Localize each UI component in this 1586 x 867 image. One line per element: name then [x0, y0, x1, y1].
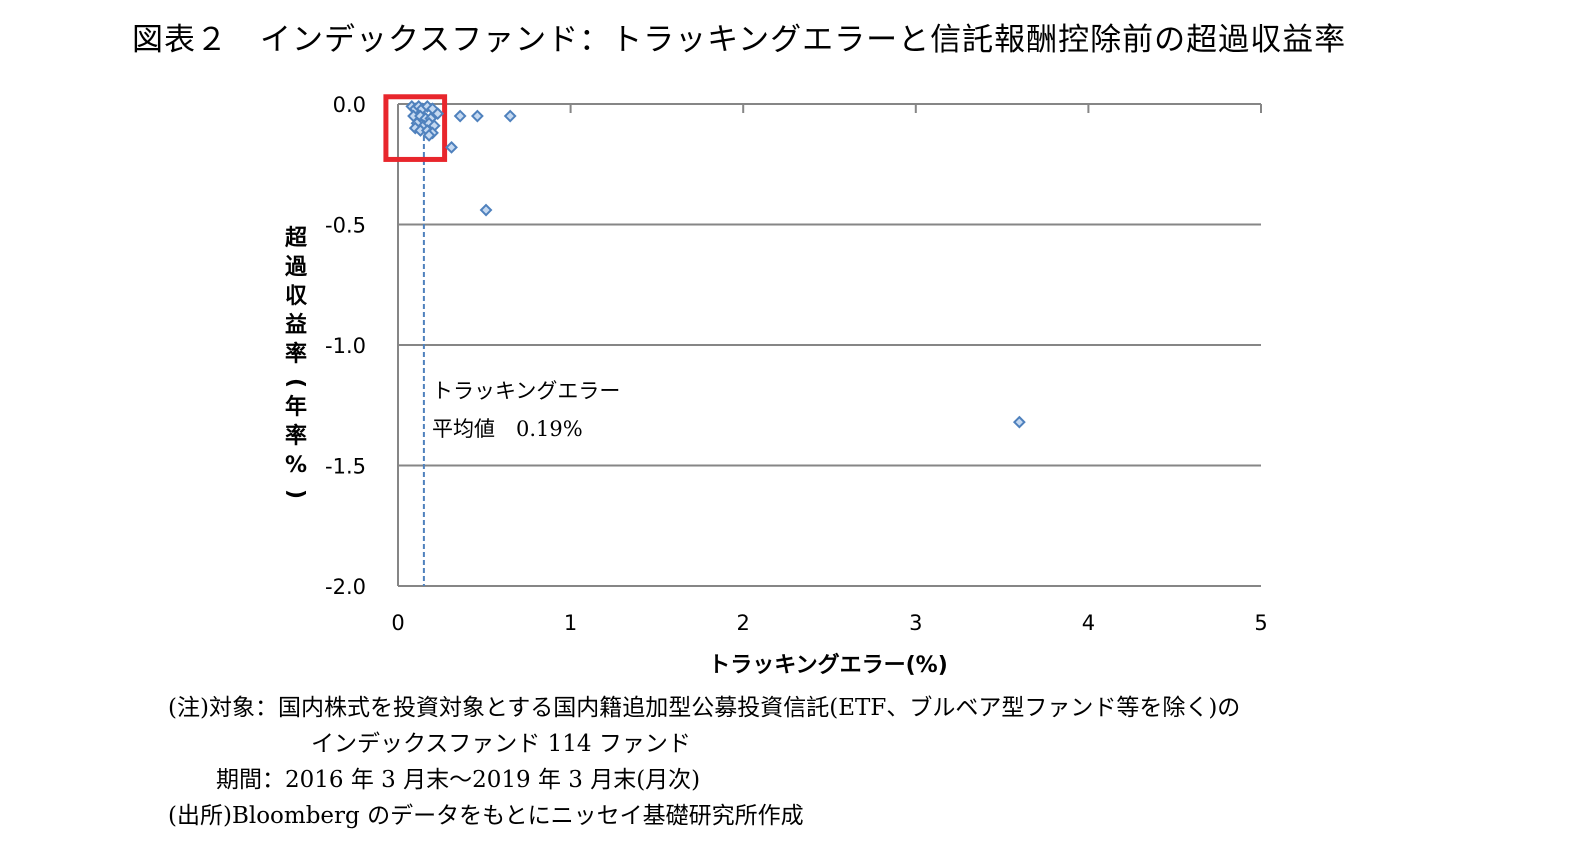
x-tick-label: 1 [564, 611, 577, 635]
y-axis-title-char: 年 [285, 394, 307, 420]
data-points [405, 99, 1026, 429]
y-axis-title-char: ( [283, 378, 308, 388]
chart-title: 図表２ インデックスファンド：トラッキングエラーと信託報酬控除前の超過収益率 [132, 22, 1347, 58]
data-point [422, 128, 436, 142]
x-tick-label: 4 [1082, 611, 1095, 635]
x-tick-marks [397, 104, 1262, 113]
x-axis-title: トラッキングエラー(%) [708, 652, 948, 678]
y-axis-title-char: 率 [285, 341, 307, 367]
data-point [470, 109, 484, 123]
x-tick-label: 2 [737, 611, 750, 635]
note-period: 期間：2016 年 3 月末～2019 年 3 月末(月次) [216, 767, 701, 793]
y-axis-title-char: % [285, 453, 307, 478]
mean-annotation-line1: トラッキングエラー [432, 379, 620, 403]
y-tick-label: -2.0 [325, 575, 366, 599]
data-point [453, 109, 467, 123]
y-tick-label: -0.5 [325, 214, 366, 238]
y-axis-title-char: 収 [285, 284, 308, 309]
y-tick-label: 0.0 [333, 93, 366, 117]
y-tick-label: -1.0 [325, 334, 366, 358]
data-point [1012, 415, 1026, 429]
data-point [479, 203, 493, 217]
y-axis-title-char: 超 [285, 226, 308, 251]
data-point [431, 107, 445, 121]
x-tick-label: 3 [909, 611, 922, 635]
y-axis-title-char: ) [283, 489, 308, 499]
footnotes: (注)対象：国内株式を投資対象とする国内籍追加型公募投資信託(ETF、ブルベア型… [168, 690, 1240, 834]
y-axis-title-char: 率 [285, 423, 307, 449]
scatter-chart: 0.0 -0.5 -1.0 -1.5 -2.0 0 1 2 3 4 5 トラッキングエラー 平均値… [283, 93, 1268, 678]
note-target-line1: (注)対象：国内株式を投資対象とする国内籍追加型公募投資信託(ETF、ブルベア型… [168, 695, 1241, 721]
y-tick-label: -1.5 [325, 455, 366, 479]
data-point [503, 109, 517, 123]
x-tick-labels: 0 1 2 3 4 5 [391, 611, 1267, 635]
x-tick-label: 5 [1254, 611, 1267, 635]
y-axis-title-char: 益 [285, 312, 307, 338]
gridlines [398, 103, 1261, 587]
note-target-line2: インデックスファンド 114 ファンド [311, 731, 691, 757]
mean-annotation-line2: 平均値 0.19% [432, 417, 583, 441]
data-point [445, 140, 458, 154]
y-axis-title-char: 過 [285, 254, 308, 280]
y-axis-title: 超過収益率(年率%) [283, 226, 308, 499]
y-tick-labels: 0.0 -0.5 -1.0 -1.5 -2.0 [325, 93, 366, 599]
note-source: (出所)Bloomberg のデータをもとにニッセイ基礎研究所作成 [168, 803, 804, 829]
x-tick-label: 0 [391, 611, 404, 635]
highlight-box [383, 94, 448, 162]
